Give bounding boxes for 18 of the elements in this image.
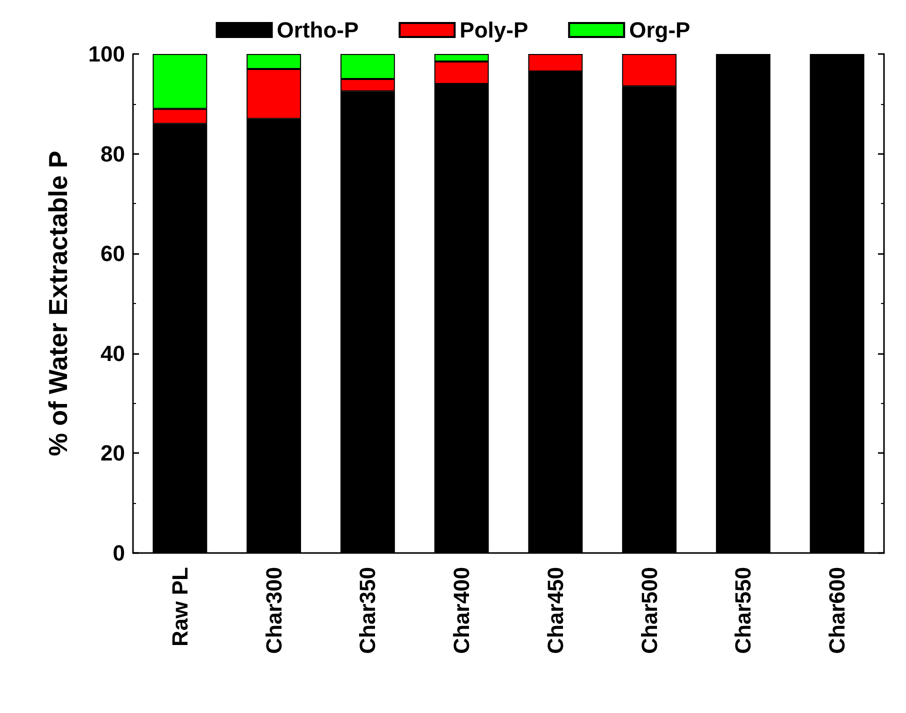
y-tick-label: 40 xyxy=(100,340,125,366)
x-tick-label: Char450 xyxy=(542,567,568,654)
x-tick-label: Char350 xyxy=(355,567,380,654)
x-tick-label: Char500 xyxy=(636,567,662,654)
x-tick-label: Char550 xyxy=(730,567,756,654)
y-tick-label: 80 xyxy=(100,141,125,166)
y-tick-label: 20 xyxy=(100,440,125,466)
y-axis-title: % of Water Extractable P xyxy=(43,150,73,456)
legend-label: Poly-P xyxy=(460,18,528,42)
y-tick-label: 100 xyxy=(88,42,125,66)
legend-label: Ortho-P xyxy=(276,18,359,42)
x-tick-label: Char300 xyxy=(261,567,286,654)
y-tick-label: 60 xyxy=(100,241,125,266)
legend-label: Org-P xyxy=(629,18,690,42)
x-tick-label: Char600 xyxy=(824,567,850,654)
x-tick-label: Char400 xyxy=(449,567,474,654)
x-tick-label: Raw PL xyxy=(167,567,192,646)
y-tick-label: 0 xyxy=(112,540,125,566)
